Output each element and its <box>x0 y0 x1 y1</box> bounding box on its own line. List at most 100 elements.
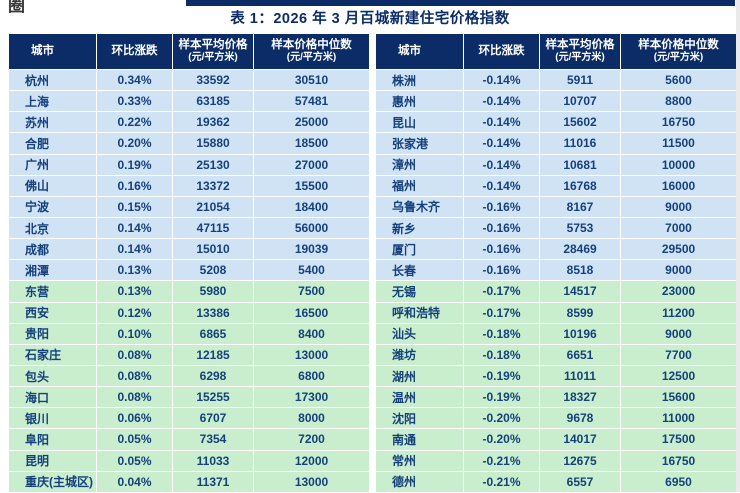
table-row: 惠州 -0.14% 10707 8800 <box>375 90 737 113</box>
change-cell: 0.05% <box>96 449 173 472</box>
avg-cell: 18327 <box>539 386 621 409</box>
header-row: 城市 环比涨跌 样本平均价格 (元/平方米) 样本价格中位数 (元/平方米) <box>375 33 737 70</box>
median-cell: 16750 <box>620 111 737 134</box>
city-cell: 宁波 <box>8 195 97 218</box>
avg-cell: 12185 <box>172 343 254 366</box>
median-cell: 30510 <box>253 68 370 92</box>
table-row: 海口 0.08% 15255 17300 <box>8 386 370 409</box>
change-cell: -0.21% <box>463 470 540 493</box>
city-cell: 张家港 <box>375 132 464 155</box>
avg-cell: 15602 <box>539 111 621 134</box>
change-cell: 0.08% <box>96 386 173 409</box>
median-cell: 10000 <box>620 153 737 176</box>
median-cell: 18400 <box>253 195 370 218</box>
avg-cell: 33592 <box>172 68 254 92</box>
city-cell: 德州 <box>375 470 464 493</box>
median-cell: 9000 <box>620 195 737 218</box>
table-row: 东营 0.13% 5980 7500 <box>8 280 370 303</box>
table-row: 呼和浩特 -0.17% 8599 11200 <box>375 301 737 324</box>
column-header-avg-price-label: 样本平均价格 <box>545 39 615 52</box>
city-cell: 合肥 <box>8 132 97 155</box>
change-cell: 0.19% <box>96 153 173 176</box>
change-cell: 0.08% <box>96 343 173 366</box>
change-cell: 0.16% <box>96 174 173 197</box>
median-cell: 23000 <box>620 280 737 303</box>
column-header-city: 城市 <box>375 33 464 70</box>
avg-cell: 7354 <box>172 428 254 451</box>
column-header-avg-price-unit: (元/平方米) <box>188 52 238 64</box>
column-header-change: 环比涨跌 <box>463 33 540 70</box>
change-cell: -0.20% <box>463 428 540 451</box>
table-row: 株洲 -0.14% 5911 5600 <box>375 68 737 92</box>
table-row: 阜阳 0.05% 7354 7200 <box>8 428 370 451</box>
table-row: 合肥 0.20% 15880 18500 <box>8 132 370 155</box>
median-cell: 5400 <box>253 259 370 282</box>
price-table-right: 城市 环比涨跌 样本平均价格 (元/平方米) 样本价格中位数 (元/平方米) 株… <box>375 33 737 493</box>
median-cell: 13000 <box>253 343 370 366</box>
column-header-city-label: 城市 <box>31 45 54 58</box>
median-cell: 12000 <box>253 449 370 472</box>
change-cell: -0.18% <box>463 322 540 345</box>
table-header-left: 城市 环比涨跌 样本平均价格 (元/平方米) 样本价格中位数 (元/平方米) <box>8 33 370 70</box>
city-cell: 株洲 <box>375 68 464 92</box>
avg-cell: 6298 <box>172 364 254 388</box>
cropped-corner-text: 圈 <box>8 0 25 15</box>
table-body-left: 杭州 0.34% 33592 30510 上海 0.33% 63185 57481 苏州 0.22… <box>8 68 370 493</box>
median-cell: 16500 <box>253 301 370 324</box>
table-row: 汕头 -0.18% 10196 9000 <box>375 322 737 345</box>
city-cell: 温州 <box>375 386 464 409</box>
avg-cell: 5208 <box>172 259 254 282</box>
change-cell: 0.13% <box>96 280 173 303</box>
city-cell: 惠州 <box>375 90 464 113</box>
table-row: 福州 -0.14% 16768 16000 <box>375 174 737 197</box>
avg-cell: 6651 <box>539 343 621 366</box>
median-cell: 27000 <box>253 153 370 176</box>
city-cell: 漳州 <box>375 153 464 176</box>
city-cell: 沈阳 <box>375 407 464 430</box>
median-cell: 8800 <box>620 90 737 113</box>
column-header-change: 环比涨跌 <box>96 33 173 70</box>
city-cell: 海口 <box>8 386 97 409</box>
change-cell: -0.14% <box>463 68 540 92</box>
table-header-right: 城市 环比涨跌 样本平均价格 (元/平方米) 样本价格中位数 (元/平方米) <box>375 33 737 70</box>
change-cell: 0.05% <box>96 428 173 451</box>
change-cell: 0.34% <box>96 68 173 92</box>
table-row: 张家港 -0.14% 11016 11500 <box>375 132 737 155</box>
table-row: 乌鲁木齐 -0.16% 8167 9000 <box>375 195 737 218</box>
avg-cell: 12675 <box>539 449 621 472</box>
change-cell: -0.16% <box>463 259 540 282</box>
column-header-median-price: 样本价格中位数 (元/平方米) <box>620 33 737 70</box>
city-cell: 长春 <box>375 259 464 282</box>
median-cell: 7500 <box>253 280 370 303</box>
city-cell: 南通 <box>375 428 464 451</box>
change-cell: -0.20% <box>463 407 540 430</box>
change-cell: 0.08% <box>96 364 173 388</box>
change-cell: -0.17% <box>463 301 540 324</box>
avg-cell: 8599 <box>539 301 621 324</box>
change-cell: 0.13% <box>96 259 173 282</box>
city-cell: 石家庄 <box>8 343 97 366</box>
avg-cell: 5753 <box>539 216 621 240</box>
table-row: 包头 0.08% 6298 6800 <box>8 364 370 388</box>
avg-cell: 6865 <box>172 322 254 345</box>
city-cell: 西安 <box>8 301 97 324</box>
avg-cell: 10707 <box>539 90 621 113</box>
table-row: 上海 0.33% 63185 57481 <box>8 90 370 113</box>
avg-cell: 6707 <box>172 407 254 430</box>
change-cell: 0.14% <box>96 238 173 261</box>
table-row: 长春 -0.16% 8518 9000 <box>375 259 737 282</box>
median-cell: 7700 <box>620 343 737 366</box>
table-row: 重庆(主城区) 0.04% 11371 13000 <box>8 470 370 493</box>
median-cell: 9000 <box>620 259 737 282</box>
top-divider-bar <box>186 0 735 6</box>
avg-cell: 10681 <box>539 153 621 176</box>
city-cell: 乌鲁木齐 <box>375 195 464 218</box>
city-cell: 新乡 <box>375 216 464 240</box>
table-row: 广州 0.19% 25130 27000 <box>8 153 370 176</box>
city-cell: 重庆(主城区) <box>8 470 97 493</box>
table-row: 湘潭 0.13% 5208 5400 <box>8 259 370 282</box>
table-title: 表 1：2026 年 3 月百城新建住宅价格指数 <box>230 11 510 27</box>
table-row: 苏州 0.22% 19362 25000 <box>8 111 370 134</box>
median-cell: 29500 <box>620 238 737 261</box>
avg-cell: 5980 <box>172 280 254 303</box>
